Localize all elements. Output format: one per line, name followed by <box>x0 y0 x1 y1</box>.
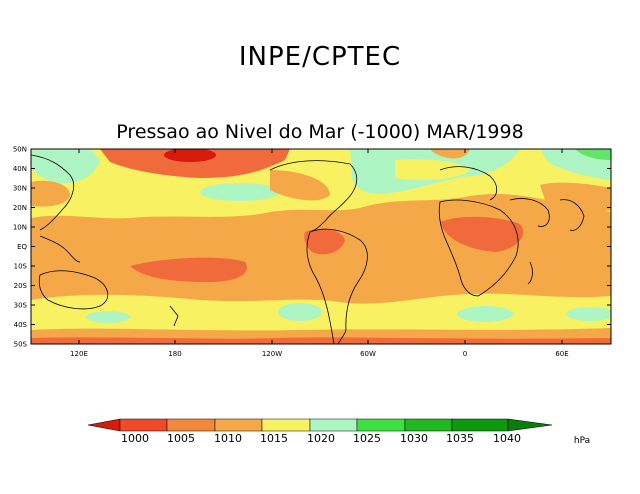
field-1010-south-asia <box>540 182 611 212</box>
colorbar-label: 1030 <box>400 432 428 445</box>
colorbar-swatch <box>451 418 509 432</box>
lat-tick-label: 20S <box>14 282 28 290</box>
colorbar-label: 1020 <box>307 432 335 445</box>
colorbar: 1000 1005 1010 1015 1020 1025 1030 1035 … <box>87 418 590 446</box>
latitude-axis: 50N 40N 30N 20N 10N EQ 10S 20S 30S 40S 5… <box>13 146 611 349</box>
field-1020-s-atlantic <box>457 306 513 322</box>
field-1005-polar <box>31 337 611 344</box>
pressure-field <box>31 149 611 344</box>
field-1000-aleutian-core <box>164 149 216 162</box>
field-1020-pacific-high <box>200 183 280 201</box>
colorbar-swatch <box>214 418 263 432</box>
lon-tick-label: 180 <box>168 350 181 358</box>
field-1005-aleutian-low <box>100 149 290 178</box>
lat-tick-label: 30N <box>13 185 27 193</box>
colorbar-label: 1040 <box>493 432 521 445</box>
field-1010-n-america <box>270 170 330 201</box>
colorbar-swatch <box>87 418 121 432</box>
colorbar-label: 1005 <box>167 432 195 445</box>
colorbar-label: 1025 <box>353 432 381 445</box>
lat-tick-label: 40S <box>14 321 28 329</box>
lat-tick-label: 10S <box>14 263 28 271</box>
field-1025-siberia <box>575 149 611 160</box>
colorbar-label: 1015 <box>260 432 288 445</box>
lat-tick-label: 10N <box>13 224 27 232</box>
lon-tick-marks <box>78 149 563 344</box>
lon-tick-label: 60W <box>360 350 376 358</box>
org-title: INPE/CPTEC <box>238 42 402 72</box>
field-1005-s-pacific <box>130 257 247 282</box>
map-title: Pressao ao Nivel do Mar (-1000) MAR/1998 <box>116 121 524 143</box>
lat-tick-label: EQ <box>17 243 27 251</box>
field-1005-s-america <box>304 228 345 255</box>
lat-tick-label: 50S <box>14 341 28 349</box>
lon-tick-label: 120W <box>262 350 282 358</box>
field-1020-s-pacific <box>278 303 322 321</box>
lat-tick-label: 50N <box>13 146 27 154</box>
field-1020-s-indian-west <box>86 311 130 323</box>
colorbar-label: 1000 <box>121 432 149 445</box>
field-1020-asia <box>31 149 100 184</box>
coastlines <box>31 154 585 344</box>
field-1015-atlantic-inner <box>395 159 470 180</box>
colorbar-swatch <box>166 418 216 432</box>
field-1010-icelandic <box>430 149 470 159</box>
colorbar-unit: hPa <box>574 436 590 446</box>
colorbar-swatch <box>356 418 406 432</box>
colorbar-swatch <box>119 418 168 432</box>
colorbar-swatch <box>309 418 358 432</box>
colorbar-swatch <box>507 418 553 432</box>
field-1005-africa <box>440 216 524 252</box>
colorbar-swatch <box>404 418 453 432</box>
field-1020-s-indian <box>566 307 611 321</box>
colorbar-swatch <box>261 418 311 432</box>
field-1010-asia <box>31 180 70 207</box>
lon-tick-label: 120E <box>70 350 88 358</box>
lat-tick-label: 30S <box>14 302 28 310</box>
lat-tick-marks <box>31 148 611 325</box>
lon-tick-label: 0 <box>463 350 467 358</box>
lat-tick-label: 20N <box>13 204 27 212</box>
colorbar-label: 1010 <box>214 432 242 445</box>
colorbar-label: 1035 <box>446 432 474 445</box>
longitude-axis: 120E 180 120W 60W 0 60E <box>70 149 569 358</box>
lat-tick-label: 40N <box>13 165 27 173</box>
lon-tick-label: 60E <box>555 350 568 358</box>
